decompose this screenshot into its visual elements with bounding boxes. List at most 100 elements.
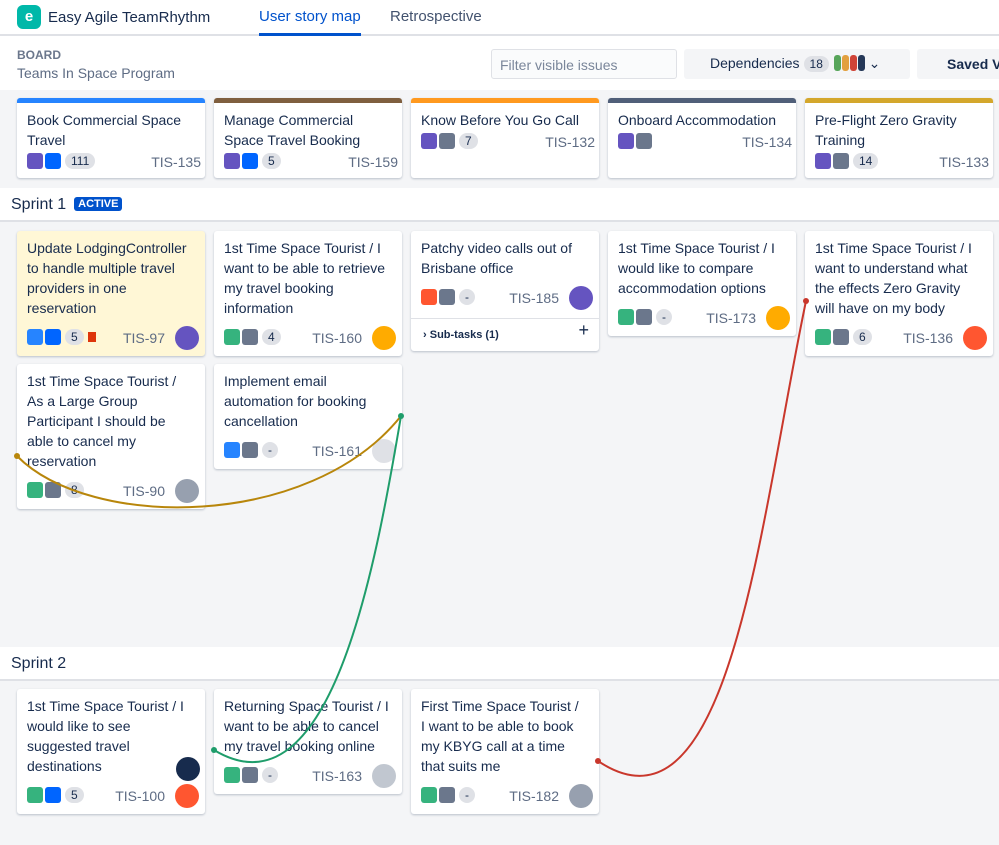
issue-icon — [27, 153, 43, 170]
issue-icon — [421, 133, 437, 150]
issue-icon — [224, 329, 240, 346]
issue-summary: Returning Space Tourist / I want to be a… — [224, 698, 389, 754]
issue-key: TIS-97 — [122, 330, 165, 346]
link-icon[interactable] — [176, 757, 200, 781]
issue-count: 7 — [459, 133, 478, 150]
issue-icon — [45, 153, 61, 170]
story-points: 5 — [65, 787, 84, 804]
subtasks-toggle[interactable]: › Sub-tasks (1) + — [411, 318, 599, 351]
story-points: 8 — [65, 482, 84, 499]
add-subtask[interactable]: + — [578, 320, 589, 340]
issue-count: 14 — [853, 153, 879, 170]
issue-card[interactable]: 1st Time Space Tourist / I would like to… — [608, 231, 796, 336]
dependency-line — [597, 300, 807, 777]
issue-icon — [439, 787, 455, 804]
issue-key: TIS-182 — [509, 788, 559, 804]
epic-card[interactable]: Pre-Flight Zero Gravity Training 14 TIS-13… — [805, 98, 993, 178]
card-footer: - TIS-173 — [618, 306, 790, 330]
assignee-avatar — [569, 286, 593, 310]
sprint-status: ACTIVE — [74, 197, 123, 211]
issue-card[interactable]: Implement email automation for booking c… — [214, 364, 402, 469]
issue-icon — [45, 482, 61, 499]
issue-card[interactable]: 1st Time Space Tourist / I would like to… — [17, 689, 205, 814]
issue-card[interactable]: 1st Time Space Tourist / I want to be ab… — [214, 231, 402, 356]
issue-summary: 1st Time Space Tourist / I would like to… — [27, 698, 184, 774]
issue-icon — [224, 153, 240, 170]
card-footer: 14 TIS-133 — [815, 150, 989, 174]
issue-key: TIS-185 — [509, 290, 559, 306]
issue-icon — [27, 787, 43, 804]
sprint-name: Sprint 2 — [11, 655, 67, 672]
issue-summary: 1st Time Space Tourist / I want to be ab… — [224, 240, 386, 316]
issue-icon — [45, 329, 61, 346]
epic-card[interactable]: Book Commercial Space Travel 111 TIS-135 — [17, 98, 205, 178]
issue-card[interactable]: First Time Space Tourist / I want to be … — [411, 689, 599, 814]
tab[interactable]: User story map — [259, 8, 361, 36]
epic-title: Book Commercial Space Travel — [27, 112, 182, 148]
epic-card[interactable]: Know Before You Go Call 7 TIS-132 — [411, 98, 599, 178]
label: Saved V — [947, 56, 999, 72]
assignee-avatar — [963, 326, 987, 350]
card-footer: 111 TIS-135 — [27, 150, 201, 174]
issue-icon — [815, 153, 831, 170]
tab[interactable]: Retrospective — [390, 8, 482, 25]
card-footer: - TIS-163 — [224, 764, 396, 788]
app-name: Easy Agile TeamRhythm — [48, 9, 211, 26]
saved-views-button[interactable]: Saved V — [917, 49, 999, 79]
card-footer: - TIS-185 — [421, 286, 593, 310]
issue-icon — [439, 289, 455, 306]
story-points: - — [459, 787, 475, 804]
issue-card[interactable]: 1st Time Space Tourist / As a Large Grou… — [17, 364, 205, 509]
issue-card[interactable]: 1st Time Space Tourist / I want to under… — [805, 231, 993, 356]
assignee-avatar — [175, 326, 199, 350]
card-footer: 5 TIS-97 — [27, 326, 199, 350]
issue-summary: 1st Time Space Tourist / As a Large Grou… — [27, 373, 177, 469]
assignee-avatar — [175, 479, 199, 503]
epic-color-bar — [608, 98, 796, 103]
issue-icon — [833, 329, 849, 346]
issue-icon — [636, 309, 652, 326]
epic-card[interactable]: Onboard Accommodation TIS-134 — [608, 98, 796, 178]
filter-input[interactable]: Filter visible issues — [491, 49, 677, 79]
issue-icon — [45, 787, 61, 804]
issue-key: TIS-173 — [706, 310, 756, 326]
issue-key: TIS-136 — [903, 330, 953, 346]
issue-icon — [224, 442, 240, 459]
issue-icon — [242, 767, 258, 784]
issue-key: TIS-133 — [939, 154, 989, 170]
issue-summary: Implement email automation for booking c… — [224, 373, 367, 429]
count: 18 — [803, 56, 829, 72]
dependencies-button[interactable]: Dependencies 18 ⌄ — [684, 49, 910, 79]
issue-key: TIS-132 — [545, 134, 595, 150]
card-footer: 4 TIS-160 — [224, 326, 396, 350]
color-pill — [841, 55, 849, 71]
epic-card[interactable]: Manage Commercial Space Travel Booking 5 T… — [214, 98, 402, 178]
story-points: 6 — [853, 329, 872, 346]
issue-icon — [242, 153, 258, 170]
issue-icon — [421, 289, 437, 306]
app-logo[interactable]: e — [17, 5, 41, 29]
issue-card[interactable]: Patchy video calls out of Brisbane offic… — [411, 231, 599, 351]
issue-icon — [618, 133, 634, 150]
card-footer: 8 TIS-90 — [27, 479, 199, 503]
issue-icon — [242, 442, 258, 459]
board-header: BOARD Teams In Space Program Filter visi… — [0, 36, 999, 90]
label: Dependencies — [710, 55, 800, 71]
epic-title: Manage Commercial Space Travel Booking — [224, 112, 361, 148]
issue-card[interactable]: Update LodgingController to handle multi… — [17, 231, 205, 356]
story-points: - — [459, 289, 475, 306]
epic-title: Onboard Accommodation — [618, 112, 776, 128]
issue-card[interactable]: Returning Space Tourist / I want to be a… — [214, 689, 402, 794]
sprint-header: Sprint 1 ACTIVE — [0, 188, 999, 222]
assignee-avatar — [372, 326, 396, 350]
issue-icon — [224, 767, 240, 784]
card-footer: - TIS-182 — [421, 784, 593, 808]
story-points: 5 — [65, 329, 84, 346]
assignee-avatar — [372, 439, 396, 463]
issue-key: TIS-161 — [312, 443, 362, 459]
issue-icon — [815, 329, 831, 346]
card-footer: 5 TIS-159 — [224, 150, 398, 174]
assignee-avatar — [175, 784, 199, 808]
issue-summary: Patchy video calls out of Brisbane offic… — [421, 240, 572, 276]
